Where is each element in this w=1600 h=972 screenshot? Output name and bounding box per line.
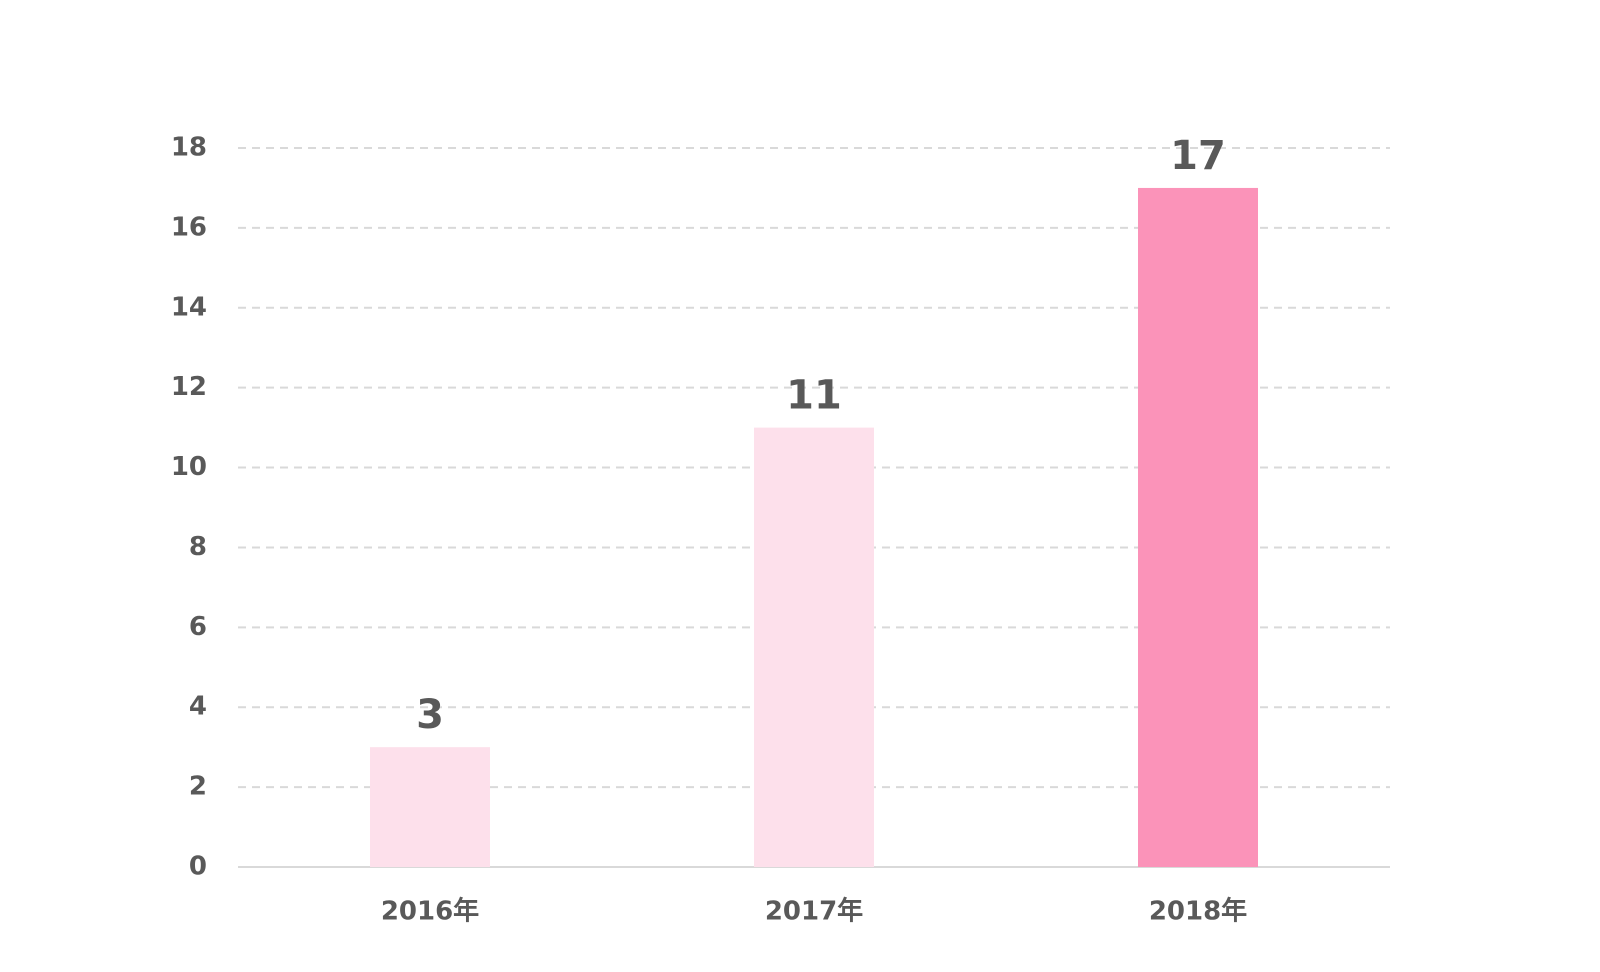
x-tick-label: 2017年: [765, 896, 863, 927]
data-label: 3: [416, 692, 444, 738]
y-tick-label: 4: [189, 692, 207, 722]
y-tick-label: 6: [189, 612, 207, 642]
y-tick-label: 16: [171, 212, 207, 242]
y-tick-label: 2: [189, 772, 207, 802]
y-tick-label: 18: [171, 133, 207, 163]
y-tick-label: 14: [171, 292, 207, 322]
data-label: 17: [1170, 133, 1226, 179]
y-tick-label: 0: [189, 852, 207, 882]
data-label: 11: [786, 373, 842, 419]
y-tick-label: 12: [171, 372, 207, 402]
bar: [1138, 187, 1258, 867]
x-tick-label: 2016年: [381, 896, 479, 927]
x-tick-label: 2018年: [1149, 896, 1247, 927]
bar: [370, 747, 490, 867]
y-tick-label: 8: [189, 532, 207, 562]
y-tick-label: 10: [171, 452, 207, 482]
bar: [754, 427, 874, 867]
